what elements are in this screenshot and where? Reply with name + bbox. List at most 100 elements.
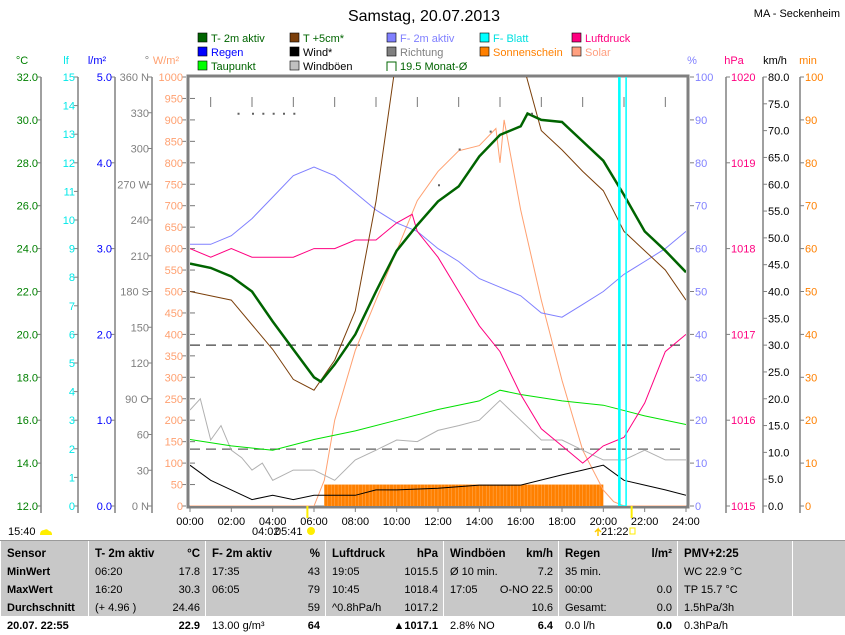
stats-header: Regen l/m²: [565, 545, 672, 563]
axes: °C12.014.016.018.020.022.024.026.028.030…: [16, 55, 823, 513]
stats-cell: 1017.2: [404, 602, 438, 614]
axis-tick-label-temp: 32.0: [17, 72, 38, 84]
sunrise-time: 05:41: [275, 526, 303, 538]
axis-tick-label-hum: 0: [695, 501, 701, 513]
legend-label: T- 2m aktiv: [211, 33, 265, 45]
stats-cell: 00:00: [565, 584, 593, 596]
axis-unit-wind: km/h: [763, 55, 787, 67]
axis-tick-label-min: 60: [805, 244, 817, 256]
axis-unit-press: hPa: [724, 55, 744, 67]
stats-header: Sensor: [7, 545, 83, 563]
axis-tick-label-lf: 9: [69, 244, 75, 256]
stats-cell: 17.8: [178, 566, 200, 578]
axis-tick-label-solar: 300: [165, 372, 183, 384]
plot-area: [186, 74, 690, 509]
axis-tick-label-solar: 450: [165, 308, 183, 320]
stats-cell: 24.46: [172, 602, 200, 614]
direction-point: [458, 148, 461, 151]
stats-cell: 1.5hPa/3h: [684, 602, 735, 614]
legend-swatch: [479, 46, 490, 57]
axis-tick-label-lf: 4: [69, 387, 75, 399]
axis-unit-solar: W/m²: [153, 55, 180, 67]
axis-tick-label-solar: 400: [165, 329, 183, 341]
axis-tick-label-rain: 1.0: [97, 415, 112, 427]
stats-cell: Sensor: [7, 548, 46, 560]
x-tick-label: 22:00: [631, 516, 659, 528]
stats-cell: Luftdruck: [332, 548, 386, 560]
axis-tick-label-press: 1018: [731, 244, 755, 256]
axis-tick-label-wind: 50.0: [768, 233, 789, 245]
x-tick-label: 06:00: [300, 516, 328, 528]
station-name: MA - Seckenheim: [754, 8, 840, 20]
legend-swatch: [289, 60, 300, 71]
left-time: 15:40: [8, 526, 36, 538]
stats-cell: 1015.5: [404, 566, 438, 578]
stats-cell: 22.9: [178, 620, 200, 632]
stats-cell: TP 15.7 °C: [684, 584, 738, 596]
legend-swatch: [479, 32, 490, 43]
axis-tick-label-press: 1017: [731, 329, 755, 341]
axis-tick-label-hum: 50: [695, 287, 707, 299]
axis-tick-label-solar: 600: [165, 244, 183, 256]
x-tick-label: 24:00: [672, 516, 700, 528]
axis-tick-label-dir: 0 N: [132, 501, 149, 513]
series-group: [190, 77, 686, 506]
axis-tick-label-lf: 13: [63, 129, 75, 141]
axis-tick-label-lf: 2: [69, 444, 75, 456]
direction-point: [489, 130, 492, 133]
axis-tick-label-solar: 0: [177, 501, 183, 513]
legend-swatch: [289, 46, 300, 57]
statistics-table: Sensor MinWert MaxWert Durchschnitt 20.07. 2…: [0, 540, 845, 632]
axis-tick-label-solar: 950: [165, 93, 183, 105]
direction-point: [438, 184, 440, 187]
axis-tick-label-min: 30: [805, 372, 817, 384]
stats-cell: %: [309, 548, 320, 560]
axis-tick-label-wind: 70.0: [768, 126, 789, 138]
stats-row: 00:00 0.0: [565, 581, 672, 599]
axis-unit-temp: °C: [16, 55, 28, 67]
axis-tick-label-hum: 10: [695, 458, 707, 470]
axis-tick-label-hum: 80: [695, 158, 707, 170]
stats-cell: 0.3hPa/h: [684, 620, 729, 632]
series-f-blatt: [618, 77, 627, 506]
stats-row: ▲1017.1: [332, 617, 438, 635]
stats-cell: MinWert: [7, 566, 51, 578]
stats-cell: 0.0 l/h: [565, 620, 595, 632]
legend-label: T +5cm*: [303, 33, 345, 45]
axis-tick-label-dir: 360 N: [120, 72, 149, 84]
stats-row: 20.07. 22:55: [7, 617, 83, 635]
axis-tick-label-lf: 0: [69, 501, 75, 513]
axis-tick-label-lf: 10: [63, 215, 75, 227]
stats-row: 17:05 O-NO 22.5: [450, 581, 553, 599]
axis-tick-label-wind: 25.0: [768, 367, 789, 379]
stats-row: 16:20 30.3: [95, 581, 200, 599]
axis-tick-label-solar: 800: [165, 158, 183, 170]
axis-tick-label-hum: 60: [695, 244, 707, 256]
axis-tick-label-wind: 10.0: [768, 447, 789, 459]
axis-tick-label-solar: 200: [165, 415, 183, 427]
axis-tick-label-dir: 330: [131, 108, 149, 120]
x-tick-label: 02:00: [218, 516, 246, 528]
stats-cell: 10:45: [332, 584, 360, 596]
direction-point: [252, 112, 254, 115]
moonrise-time: 04:02: [252, 526, 280, 538]
legend-swatch: [289, 32, 300, 43]
direction-point: [237, 112, 240, 115]
stats-cell: 19:05: [332, 566, 360, 578]
axis-tick-label-solar: 1000: [159, 72, 183, 84]
axis-unit-dir: °: [145, 55, 149, 67]
axis-tick-label-hum: 100: [695, 72, 713, 84]
axis-tick-label-temp: 20.0: [17, 329, 38, 341]
stats-cell: 17:05: [450, 584, 478, 596]
stats-cell: 6.4: [537, 620, 553, 632]
stats-cell: Durchschnitt: [7, 602, 75, 614]
axis-tick-label-temp: 12.0: [17, 501, 38, 513]
stats-column: Regen l/m² 35 min. 00:00 0.0 Gesamt: 0.0 0.0 l/…: [558, 541, 677, 632]
legend-swatch: [386, 46, 397, 57]
stats-cell: 0.0: [656, 620, 672, 632]
x-tick-label: 16:00: [507, 516, 535, 528]
axis-tick-label-rain: 2.0: [97, 329, 112, 341]
axis-tick-label-hum: 70: [695, 201, 707, 213]
stats-cell: 10.6: [531, 602, 553, 614]
weather-chart: Samstag, 20.07.2013 MA - Seckenheim T- 2…: [8, 8, 840, 538]
